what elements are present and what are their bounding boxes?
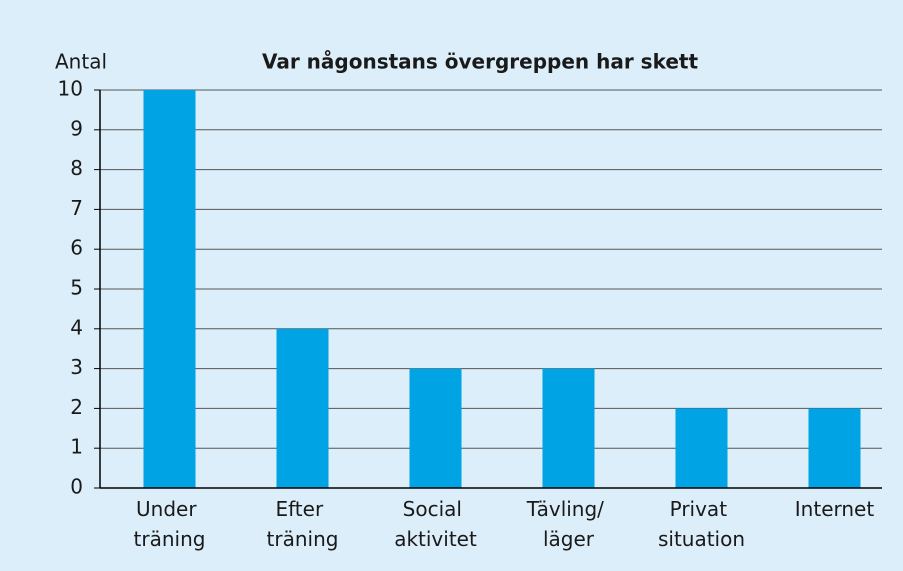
y-tick-label: 0 <box>70 475 83 499</box>
bar <box>542 368 595 488</box>
y-tick-label: 3 <box>70 355 83 379</box>
bar <box>808 408 861 488</box>
x-tick-label: Efter träning <box>267 497 339 551</box>
x-tick-label: Social aktivitet <box>394 497 477 551</box>
bar <box>276 328 329 488</box>
bar <box>409 368 462 488</box>
y-tick-label: 2 <box>70 395 83 419</box>
y-tick-label: 8 <box>70 156 83 180</box>
x-tick-label: Tävling/ läger <box>526 497 611 551</box>
y-tick-label: 1 <box>70 435 83 459</box>
y-tick-label: 7 <box>70 196 83 220</box>
bar <box>143 90 196 488</box>
chart-title: Var någonstans övergreppen har skett <box>262 50 699 74</box>
y-tick-label: 4 <box>70 315 83 339</box>
y-tick-label: 9 <box>70 116 83 140</box>
y-tick-label: 6 <box>70 236 83 260</box>
x-tick-label: Internet <box>795 497 875 521</box>
y-tick-label: 10 <box>58 77 83 101</box>
x-tick-label: Under träning <box>134 497 206 551</box>
y-axis-label: Antal <box>55 50 107 74</box>
y-tick-label: 5 <box>70 276 83 300</box>
bar <box>675 408 728 488</box>
x-tick-label: Privat situation <box>658 497 745 551</box>
